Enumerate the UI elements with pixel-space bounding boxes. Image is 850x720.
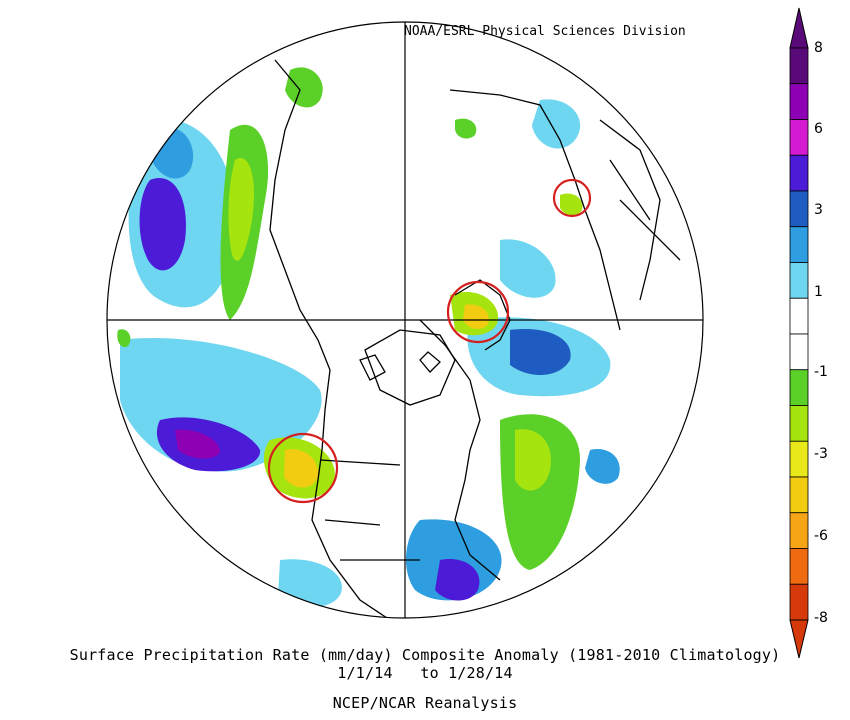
colorbar-swatch [789,47,809,85]
highlight-circle-scandinavia [446,280,510,344]
highlight-circles [267,178,592,504]
wet-anomaly-atlantic-core [510,329,571,376]
colorbar-swatch [789,154,809,192]
wet-anomaly-gulf [278,559,342,608]
highlight-circle-central-asia [552,178,592,218]
anomaly-field [117,67,620,608]
wet-anomaly-pacific-purple [175,429,220,459]
dry-anomaly-california-core [284,449,319,488]
colorbar-swatch [789,583,809,621]
colorbar-swatch [789,476,809,514]
wet-anomaly-east-atlantic [585,449,620,484]
colorbar-tick-label: 8 [814,40,823,56]
colorbar-swatch [789,512,809,549]
dry-anomaly-central-asia [560,193,583,216]
colorbar-swatch [789,190,809,228]
wet-anomaly-siberia [500,239,556,298]
colorbar-tick-label: -6 [814,528,828,544]
colorbar-tick-label: 1 [814,284,823,300]
colorbar-swatch [789,262,809,299]
credit-text: NOAA/ESRL Physical Sciences Division [404,24,686,39]
wet-anomaly-europe [532,99,581,149]
colorbar-tick-label: 6 [814,121,823,137]
caption-title: Surface Precipitation Rate (mm/day) Comp… [69,646,781,664]
colorbar-swatch [789,333,809,371]
colorbar-top-arrow [789,7,809,49]
colorbar-bottom-arrow [789,619,809,659]
wet-anomaly-caribbean-core [435,559,480,601]
colorbar-swatch [789,405,809,442]
north-america-borders [319,459,420,561]
colorbar-swatch [789,83,809,120]
colorbar-tick-label: -8 [814,610,828,626]
colorbar-swatch [789,440,809,478]
dry-anomaly-north-america-west-core [228,158,255,261]
colorbar-swatch [789,369,809,406]
highlight-circle-california [267,432,339,504]
colorbar-swatch [789,297,809,335]
wet-anomaly-north-pacific-core [139,178,186,271]
colorbar [789,7,809,659]
colorbar-tick-label: -1 [814,364,828,380]
colorbar-swatch [789,548,809,585]
dry-anomaly-alaska-coast [285,67,323,108]
north-america-coast [269,59,391,618]
colorbar-swatch [789,226,809,263]
arctic-islands [359,351,441,381]
dry-anomaly-pacific-west [117,329,131,348]
colorbar-swatch [789,119,809,156]
greenland [364,329,456,406]
colorbar-tick-label: 3 [814,202,823,218]
caption-dates: 1/1/14 to 1/28/14 [337,664,513,682]
colorbar-tick-label: -3 [814,446,828,462]
caption-source: NCEP/NCAR Reanalysis [332,694,518,712]
dry-anomaly-scandinavia-core [463,304,489,329]
asia-borders [599,119,681,301]
dry-anomaly-siberia [455,118,477,139]
dry-anomaly-atlantic-core [515,429,551,491]
